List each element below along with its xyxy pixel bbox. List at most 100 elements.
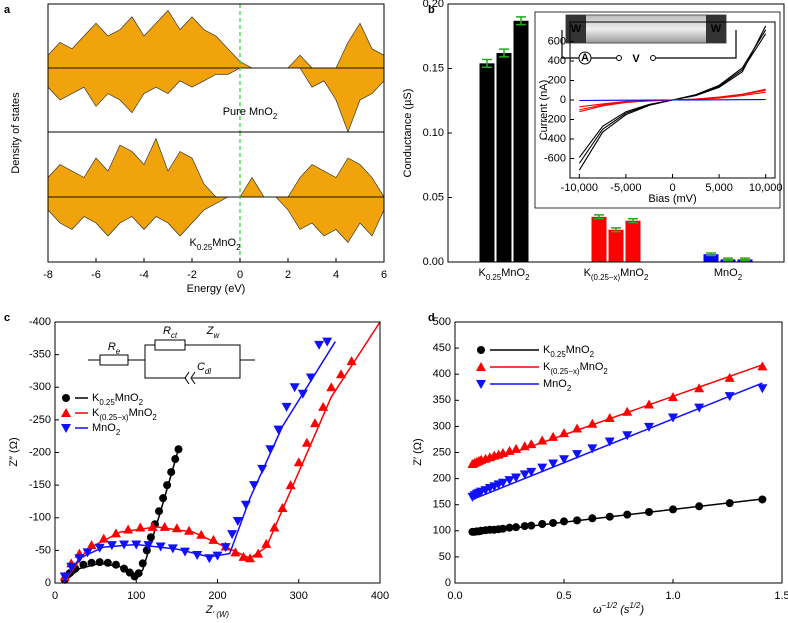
circuit-label: Zw xyxy=(206,325,221,340)
y-tick-label: 0.10 xyxy=(423,127,444,139)
data-point xyxy=(757,361,768,371)
y-tick-label: 350 xyxy=(433,394,451,406)
data-point xyxy=(293,457,304,467)
data-point xyxy=(605,512,614,521)
bar xyxy=(591,216,607,262)
data-point xyxy=(159,521,170,531)
data-point xyxy=(174,445,183,454)
data-point xyxy=(245,553,255,563)
data-point xyxy=(668,392,678,402)
legend-label: K0.25MnO2 xyxy=(543,344,594,359)
y-tick-label: -200 xyxy=(29,446,51,458)
y-axis-label: Density of states xyxy=(10,92,22,174)
legend-label: K(0.25−x)MnO2 xyxy=(543,361,608,376)
bar xyxy=(625,220,641,262)
data-point xyxy=(537,463,548,473)
data-point xyxy=(644,399,655,409)
y-tick-label: -50 xyxy=(35,544,51,556)
x-tick-label: K(0.25−x)MnO2 xyxy=(584,267,649,282)
legend-label: MnO2 xyxy=(92,422,120,437)
y-tick-label: -600 xyxy=(544,152,566,164)
device-label: A xyxy=(581,52,589,64)
legend-marker xyxy=(476,362,486,371)
y-tick-label: 0.20 xyxy=(423,0,444,10)
data-point xyxy=(644,422,655,432)
error-bar xyxy=(499,48,509,58)
device-label: V xyxy=(632,53,640,65)
device-label: W xyxy=(571,23,582,35)
data-point xyxy=(519,470,530,480)
data-point xyxy=(301,437,312,447)
error-bar xyxy=(723,257,733,262)
data-point xyxy=(98,533,109,543)
equivalent-circuit xyxy=(88,339,255,385)
data-point xyxy=(86,540,97,550)
data-point xyxy=(526,467,537,477)
x-tick-label: -5,000 xyxy=(610,182,641,194)
data-point xyxy=(240,500,251,510)
x-tick-label: 6 xyxy=(381,269,387,281)
data-point xyxy=(695,502,704,511)
x-axis-label: Z′ (W) xyxy=(205,604,230,619)
data-point xyxy=(604,413,615,423)
data-point xyxy=(511,443,522,453)
data-point xyxy=(548,459,559,469)
data-point xyxy=(94,543,105,553)
data-point xyxy=(204,554,215,564)
data-point xyxy=(527,521,536,530)
data-point xyxy=(82,548,93,558)
data-point xyxy=(146,533,155,542)
circuit-wire xyxy=(561,30,737,59)
data-point xyxy=(196,529,207,539)
x-tick-label: 0.5 xyxy=(556,590,571,602)
data-point xyxy=(511,473,522,483)
x-tick-label: 300 xyxy=(290,590,308,602)
annotation: K0.25MnO2 xyxy=(190,237,241,252)
data-point xyxy=(289,383,300,393)
data-point xyxy=(111,560,120,569)
y-tick-label: 150 xyxy=(433,499,451,511)
y-tick-label: 50 xyxy=(439,551,451,563)
data-point xyxy=(757,384,768,394)
data-point xyxy=(138,559,147,568)
data-point xyxy=(74,554,85,564)
x-tick-label: 0 xyxy=(52,590,58,602)
error-bar xyxy=(594,214,604,220)
legend-label: MnO2 xyxy=(543,378,571,393)
data-point xyxy=(326,382,337,392)
x-tick-label: 5,000 xyxy=(705,182,733,194)
y-tick-label: 200 xyxy=(548,74,566,86)
x-tick-label: 0.0 xyxy=(447,590,462,602)
data-point xyxy=(134,569,143,578)
x-tick-label: -2 xyxy=(187,269,197,281)
circuit-label: Rct xyxy=(163,325,178,340)
data-point xyxy=(143,541,154,551)
data-point xyxy=(261,538,272,548)
data-point xyxy=(227,530,238,540)
bar xyxy=(608,229,624,262)
data-point xyxy=(622,431,633,441)
y-axis-label: Current (nA) xyxy=(538,80,550,141)
data-point xyxy=(322,337,333,347)
x-tick-label: 400 xyxy=(371,590,389,602)
y-tick-label: 450 xyxy=(433,342,451,354)
data-point xyxy=(79,560,88,569)
ammeter xyxy=(578,51,592,65)
data-point xyxy=(163,481,172,490)
data-point xyxy=(587,418,598,428)
data-point xyxy=(131,540,142,550)
data-point xyxy=(95,558,104,567)
y-tick-label: 600 xyxy=(548,35,566,47)
terminal xyxy=(650,55,656,61)
x-axis-label: Bias (mV) xyxy=(648,193,696,205)
data-point xyxy=(758,495,767,504)
data-point xyxy=(87,558,96,567)
data-point xyxy=(497,478,508,488)
data-point xyxy=(120,564,129,573)
data-point xyxy=(572,423,583,433)
circuit-label: Re xyxy=(108,341,121,356)
legend-marker xyxy=(477,346,485,354)
x-tick-label: K0.25MnO2 xyxy=(479,267,530,282)
error-bar xyxy=(482,58,492,68)
circuit-label: Cdl xyxy=(197,361,211,376)
